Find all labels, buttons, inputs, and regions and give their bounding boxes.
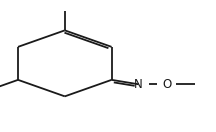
Text: O: O xyxy=(162,78,171,91)
Text: N: N xyxy=(134,78,143,91)
